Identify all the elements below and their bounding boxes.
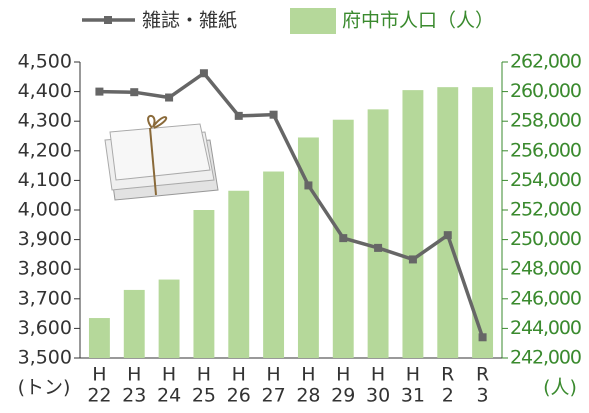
y-tick-label: 4,200 <box>18 139 72 161</box>
x-tick-label: H <box>92 364 106 386</box>
x-tick-label: 31 <box>401 385 425 407</box>
x-tick-label: 30 <box>366 385 390 407</box>
newspaper-illustration <box>104 114 219 201</box>
bar <box>228 190 250 358</box>
marker <box>374 243 383 252</box>
y-tick-label: 4,100 <box>18 169 72 191</box>
y2-tick-label: 250,000 <box>510 228 582 250</box>
y2-tick-label: 244,000 <box>510 317 582 339</box>
bar <box>123 289 145 358</box>
y-tick-label: 3,900 <box>18 228 72 250</box>
marker <box>95 87 104 96</box>
marker <box>443 231 452 240</box>
bar <box>193 210 215 358</box>
x-tick-label: H <box>266 364 280 386</box>
x-tick-label: 3 <box>477 385 489 407</box>
y2-tick-label: 260,000 <box>510 80 582 102</box>
legend-label: 府中市人口（人） <box>342 10 494 32</box>
marker <box>269 110 278 119</box>
x-tick-label: 29 <box>331 385 355 407</box>
marker <box>339 234 348 243</box>
x-tick-label: 24 <box>157 385 181 407</box>
y-tick-label: 4,300 <box>18 110 72 132</box>
x-tick-label: H <box>406 364 420 386</box>
y-tick-label: 3,500 <box>18 347 72 369</box>
y-tick-label: 3,800 <box>18 258 72 280</box>
y-tick-label: 3,600 <box>18 317 72 339</box>
x-tick-label: H <box>197 364 211 386</box>
bar <box>367 109 389 358</box>
x-tick-label: H <box>336 364 350 386</box>
marker <box>199 69 208 78</box>
x-tick-label: R <box>476 364 489 386</box>
x-tick-label: 22 <box>87 385 111 407</box>
x-tick-label: H <box>162 364 176 386</box>
x-tick-label: 23 <box>122 385 146 407</box>
x-tick-label: H <box>371 364 385 386</box>
marker <box>478 333 487 342</box>
y2-tick-label: 242,000 <box>510 347 582 369</box>
line <box>99 70 485 338</box>
x-tick-label: H <box>232 364 246 386</box>
y2-tick-label: 246,000 <box>510 287 582 309</box>
x-tick-label: 2 <box>442 385 454 407</box>
y2-tick-label: 254,000 <box>510 169 582 191</box>
y-tick-label: 3,700 <box>18 287 72 309</box>
x-tick-label: H <box>301 364 315 386</box>
y-tick-label: 4,400 <box>18 80 72 102</box>
x-tick-label: H <box>127 364 141 386</box>
legend-swatch <box>290 8 336 34</box>
marker <box>234 111 243 120</box>
y2-tick-label: 262,000 <box>510 51 582 73</box>
marker <box>408 255 417 264</box>
y2-tick-label: 256,000 <box>510 139 582 161</box>
y-unit: (トン) <box>18 377 71 399</box>
x-tick-label: 26 <box>227 385 251 407</box>
marker <box>304 181 313 190</box>
y2-tick-label: 252,000 <box>510 199 582 221</box>
x-tick-label: 27 <box>261 385 285 407</box>
y-tick-label: 4,000 <box>18 199 72 221</box>
bar <box>402 90 424 359</box>
x-tick-label: 28 <box>296 385 320 407</box>
x-tick-label: 25 <box>192 385 216 407</box>
y-tick-label: 4,500 <box>18 51 72 73</box>
marker <box>130 88 139 97</box>
bar <box>437 87 459 358</box>
legend-label: 雑誌・雑紙 <box>142 10 237 32</box>
y2-tick-label: 258,000 <box>510 110 582 132</box>
bar <box>263 171 285 358</box>
bar <box>88 318 110 358</box>
legend-marker <box>104 16 112 24</box>
bar <box>472 87 494 358</box>
y2-unit: (人) <box>543 377 577 399</box>
y2-tick-label: 248,000 <box>510 258 582 280</box>
bar <box>158 279 180 358</box>
x-tick-label: R <box>441 364 454 386</box>
marker <box>165 93 174 102</box>
